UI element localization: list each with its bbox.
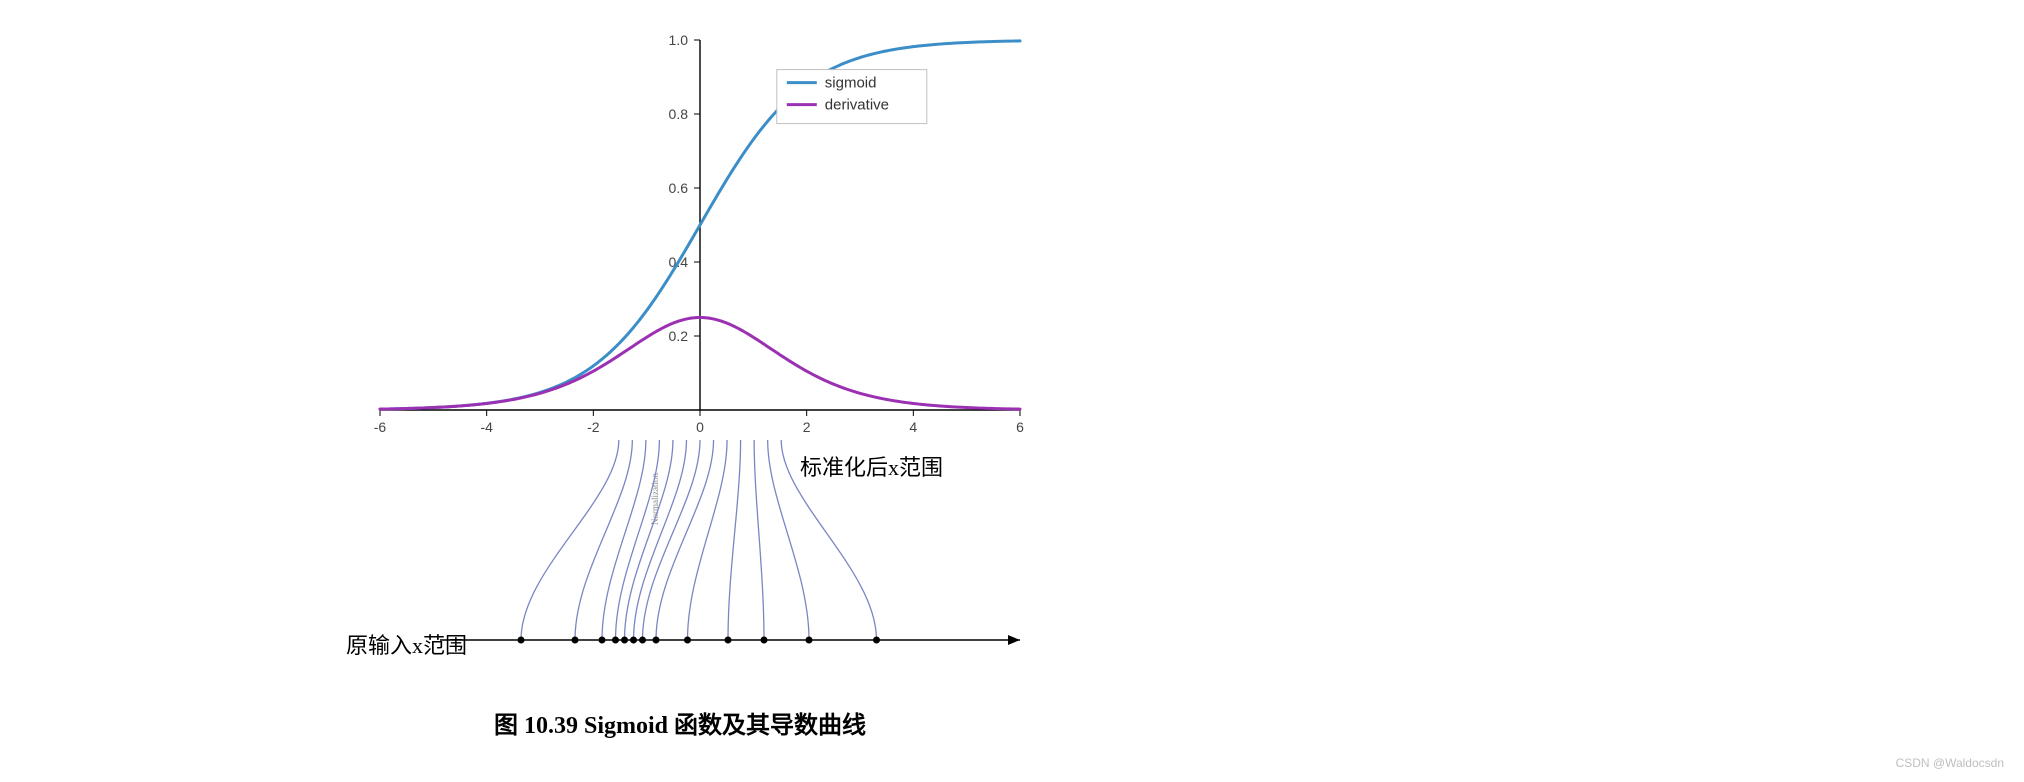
svg-text:sigmoid: sigmoid — [825, 75, 877, 92]
sigmoid-chart: -6-4-202460.20.40.60.81.0sigmoidderivati… — [320, 20, 1040, 440]
svg-text:1.0: 1.0 — [669, 32, 689, 48]
figure-caption: 图 10.39 Sigmoid 函数及其导数曲线 — [320, 705, 1040, 740]
svg-text:6: 6 — [1016, 419, 1024, 435]
svg-text:-6: -6 — [374, 419, 387, 435]
svg-text:0: 0 — [696, 419, 704, 435]
figure-container: -6-4-202460.20.40.60.81.0sigmoidderivati… — [320, 20, 1040, 740]
svg-text:0.6: 0.6 — [669, 180, 689, 196]
svg-text:2: 2 — [803, 419, 811, 435]
svg-text:-4: -4 — [480, 419, 493, 435]
svg-text:0.8: 0.8 — [669, 106, 689, 122]
watermark: CSDN @Waldocsdn — [1896, 756, 2004, 770]
original-range-label: 原输入x范围 — [346, 628, 467, 660]
svg-text:-2: -2 — [587, 419, 600, 435]
svg-text:derivative: derivative — [825, 97, 889, 114]
svg-text:0.2: 0.2 — [669, 328, 689, 344]
svg-text:4: 4 — [909, 419, 917, 435]
